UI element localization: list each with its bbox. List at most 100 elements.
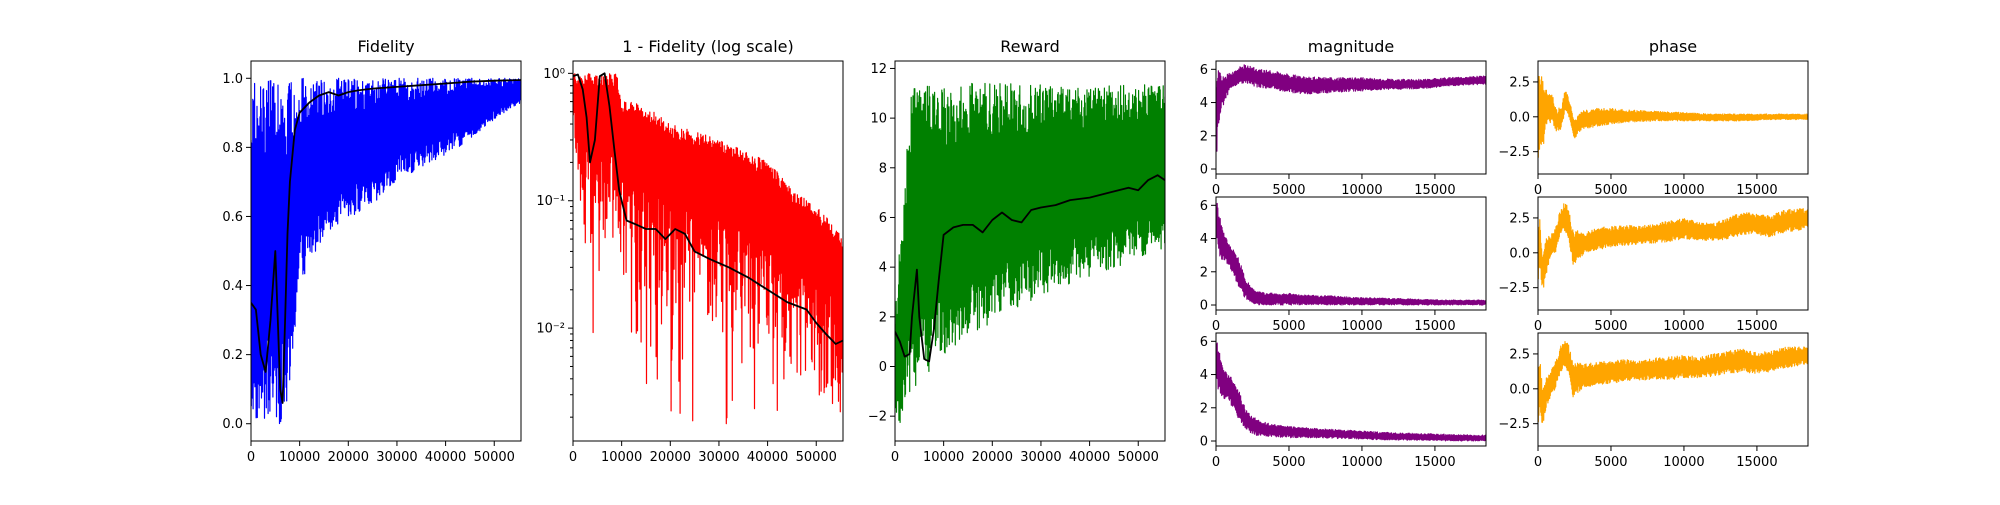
x-tick-label: 5000: [1272, 183, 1305, 198]
axes-frame: [1215, 332, 1487, 447]
y-tick-label: 1.0: [222, 72, 243, 87]
plot-area: [1538, 75, 1808, 158]
axes-frame: [1537, 60, 1809, 175]
x-tick-label: 30000: [698, 450, 739, 465]
series-line-raw: [895, 82, 1165, 423]
x-tick-label: 20000: [650, 450, 691, 465]
y-tick-label: 4: [1200, 232, 1208, 247]
plot-area: [1216, 64, 1486, 152]
x-tick-label: 15000: [1414, 183, 1455, 198]
x-tick-label: 0: [1212, 455, 1220, 470]
y-tick-label: 10⁰: [543, 67, 565, 82]
y-tick-label: 0.8: [222, 141, 243, 156]
axes-frame: [1215, 196, 1487, 311]
y-tick-label: 10: [870, 112, 887, 127]
x-tick-label: 0: [247, 450, 255, 465]
y-tick-label: 0.0: [1509, 110, 1530, 125]
x-tick-label: 15000: [1736, 319, 1777, 334]
x-tick-label: 30000: [376, 450, 417, 465]
x-tick-label: 10000: [1341, 455, 1382, 470]
chart-title: magnitude: [1308, 37, 1395, 56]
plot-area: [251, 77, 521, 425]
subplot-magnitude-3: 0 5000 10000 15000 0 2 4 6: [1200, 332, 1487, 470]
series-line-raw: [1538, 341, 1808, 423]
x-tick-label: 10000: [1663, 319, 1704, 334]
y-tick-label: 4: [1200, 368, 1208, 383]
axes-frame: [1537, 196, 1809, 311]
axes-frame: [1215, 60, 1487, 175]
y-tick-label: 0: [879, 360, 887, 375]
y-tick-label: 4: [1200, 96, 1208, 111]
plot-area: [1216, 202, 1486, 306]
subplot-reward: 0 10000 20000 30000 40000 50000 −2 0 2 4 6 8 10 12 Rew…: [868, 37, 1166, 465]
x-tick-label: 40000: [747, 450, 788, 465]
y-tick-label: −2.5: [1498, 281, 1530, 296]
x-tick-label: 40000: [425, 450, 466, 465]
y-tick-label: −2: [868, 410, 887, 425]
y-tick-label: 10⁻²: [536, 322, 565, 337]
series-line-smoothed: [251, 79, 521, 404]
x-tick-label: 50000: [474, 450, 515, 465]
series-line-raw: [1216, 64, 1486, 152]
x-tick-label: 5000: [1272, 455, 1305, 470]
series-line-raw: [1216, 202, 1486, 306]
y-tick-label: 0.6: [222, 210, 243, 225]
x-tick-label: 0: [1212, 319, 1220, 334]
y-tick-label: 0.0: [222, 417, 243, 432]
y-tick-label: 2.5: [1509, 347, 1530, 362]
x-tick-label: 5000: [1594, 455, 1627, 470]
subplot-magnitude-1: 0 5000 10000 15000 0 2 4 6 magnitude: [1200, 37, 1487, 198]
chart-title: phase: [1649, 37, 1697, 56]
y-tick-label: 2: [879, 310, 887, 325]
x-tick-label: 10000: [1341, 183, 1382, 198]
x-tick-label: 10000: [1663, 183, 1704, 198]
subplot-phase-1: 0 5000 10000 15000 −2.5 0.0 2.5 phase: [1498, 37, 1809, 198]
y-tick-label: 0.2: [222, 348, 243, 363]
y-tick-label: 4: [879, 261, 887, 276]
plot-area: [1538, 341, 1808, 423]
x-tick-label: 0: [1534, 183, 1542, 198]
subplot-magnitude-2: 0 5000 10000 15000 0 2 4 6: [1200, 196, 1487, 334]
series-line-raw: [1538, 203, 1808, 288]
y-tick-label: 12: [870, 62, 887, 77]
y-tick-label: 6: [1200, 199, 1208, 214]
axes-frame: [1537, 332, 1809, 447]
chart-title: Fidelity: [357, 37, 414, 56]
plot-area: [1538, 203, 1808, 288]
x-tick-label: 0: [1534, 319, 1542, 334]
x-tick-label: 50000: [796, 450, 837, 465]
chart-title: Reward: [1000, 37, 1060, 56]
y-tick-label: 0: [1200, 435, 1208, 450]
y-tick-label: 6: [1200, 63, 1208, 78]
series-line-raw: [573, 73, 843, 425]
x-tick-label: 50000: [1118, 450, 1159, 465]
chart-title: 1 - Fidelity (log scale): [622, 37, 794, 56]
y-tick-label: 2: [1200, 129, 1208, 144]
y-tick-label: 2: [1200, 401, 1208, 416]
x-tick-label: 15000: [1736, 455, 1777, 470]
series-line-raw: [251, 77, 521, 425]
x-tick-label: 10000: [923, 450, 964, 465]
plot-area: [573, 72, 843, 425]
x-tick-label: 0: [569, 450, 577, 465]
y-tick-label: 0.0: [1509, 382, 1530, 397]
plot-area: [1216, 342, 1486, 442]
series-line-raw: [1216, 342, 1486, 442]
y-tick-label: 2: [1200, 265, 1208, 280]
series-line-smoothed: [895, 174, 1165, 363]
y-tick-label: 2.5: [1509, 75, 1530, 90]
axes-frame: [894, 60, 1166, 442]
y-tick-label: 0: [1200, 163, 1208, 178]
subplot-phase-2: 0 5000 10000 15000 −2.5 0.0 2.5: [1498, 196, 1809, 334]
x-tick-label: 20000: [328, 450, 369, 465]
y-tick-label: 2.5: [1509, 211, 1530, 226]
x-tick-label: 5000: [1272, 319, 1305, 334]
series-line-raw: [1538, 75, 1808, 158]
x-tick-label: 5000: [1594, 319, 1627, 334]
x-tick-label: 30000: [1020, 450, 1061, 465]
y-tick-label: 6: [879, 211, 887, 226]
y-tick-label: −2.5: [1498, 417, 1530, 432]
subplot-infidelity: 0 10000 20000 30000 40000 50000 10⁻² 10⁻¹ 10⁰ 1 -…: [536, 37, 844, 465]
y-tick-label: 0: [1200, 299, 1208, 314]
